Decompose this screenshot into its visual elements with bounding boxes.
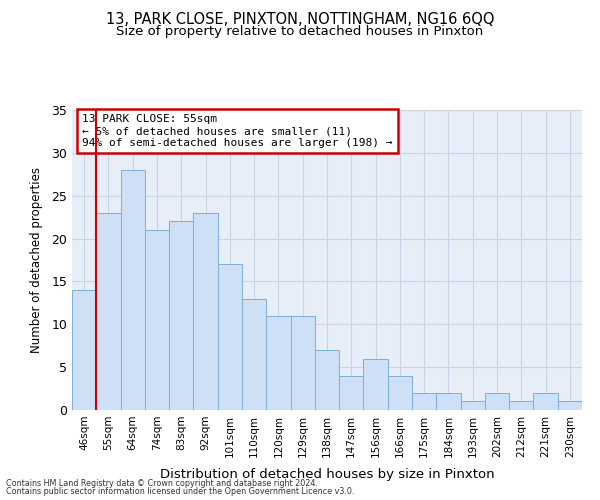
Y-axis label: Number of detached properties: Number of detached properties (30, 167, 43, 353)
X-axis label: Distribution of detached houses by size in Pinxton: Distribution of detached houses by size … (160, 468, 494, 481)
Bar (412, 393, 436, 410)
Bar (509, 402, 533, 410)
Bar (461, 402, 485, 410)
Bar (169, 222, 193, 410)
Bar (121, 170, 145, 410)
Text: Contains public sector information licensed under the Open Government Licence v3: Contains public sector information licen… (6, 487, 355, 496)
Bar (339, 376, 364, 410)
Bar (242, 298, 266, 410)
Bar (436, 393, 461, 410)
Bar (266, 316, 290, 410)
Bar (315, 350, 339, 410)
Bar (364, 358, 388, 410)
Bar (558, 402, 582, 410)
Text: 13 PARK CLOSE: 55sqm
← 5% of detached houses are smaller (11)
94% of semi-detach: 13 PARK CLOSE: 55sqm ← 5% of detached ho… (82, 114, 392, 148)
Bar (193, 213, 218, 410)
Bar (290, 316, 315, 410)
Text: Size of property relative to detached houses in Pinxton: Size of property relative to detached ho… (116, 25, 484, 38)
Bar (485, 393, 509, 410)
Text: Contains HM Land Registry data © Crown copyright and database right 2024.: Contains HM Land Registry data © Crown c… (6, 478, 318, 488)
Bar (145, 230, 169, 410)
Bar (72, 290, 96, 410)
Bar (96, 213, 121, 410)
Bar (218, 264, 242, 410)
Bar (388, 376, 412, 410)
Bar (533, 393, 558, 410)
Text: 13, PARK CLOSE, PINXTON, NOTTINGHAM, NG16 6QQ: 13, PARK CLOSE, PINXTON, NOTTINGHAM, NG1… (106, 12, 494, 28)
